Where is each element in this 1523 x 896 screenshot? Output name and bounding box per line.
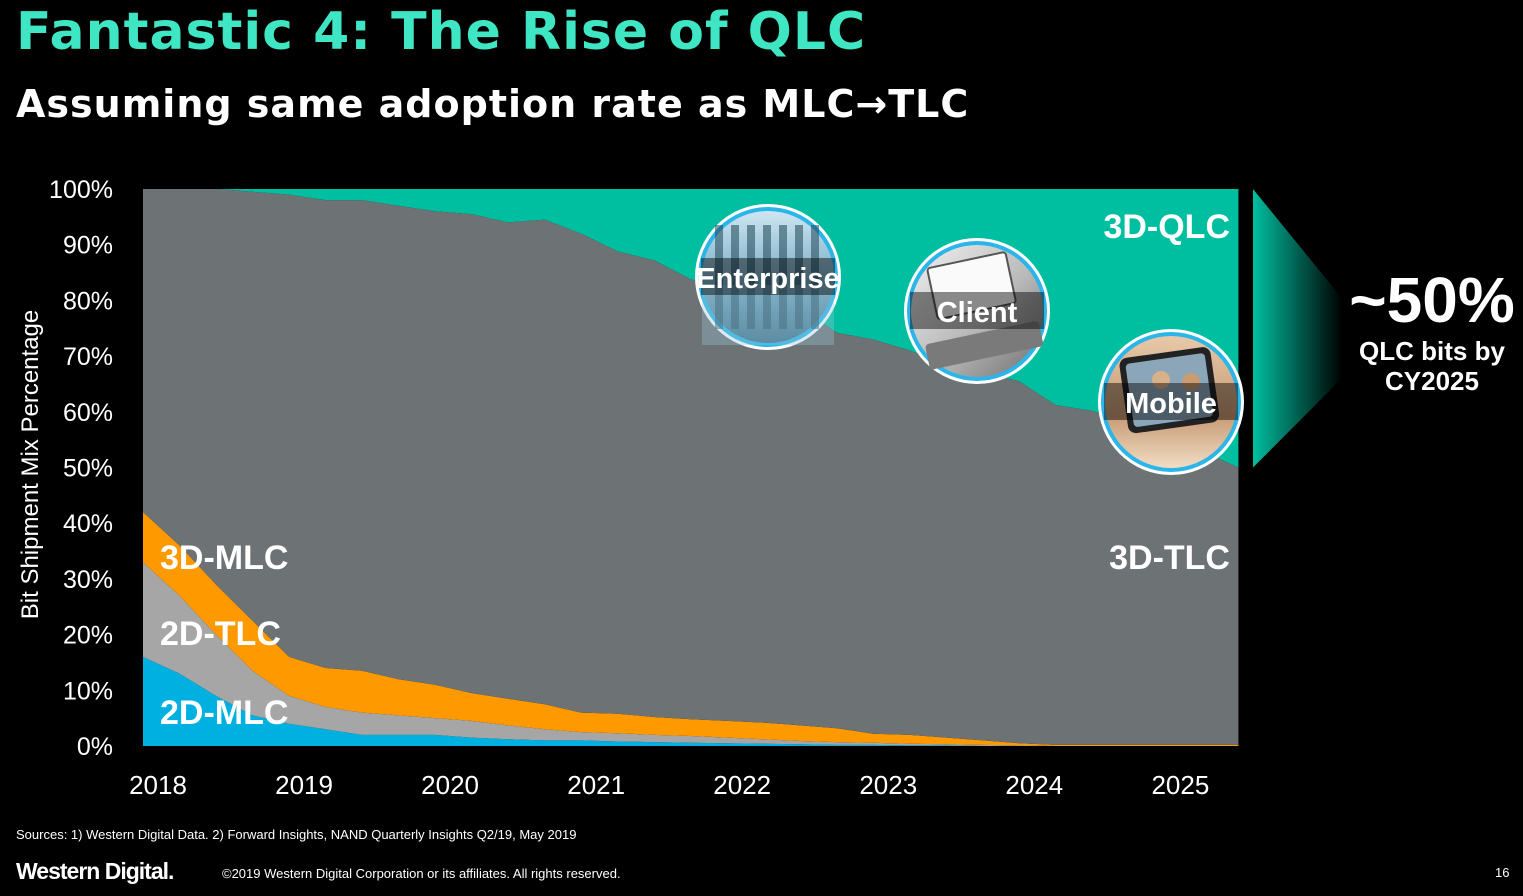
y-tick-label: 30% bbox=[63, 566, 113, 594]
laptop-base-shape bbox=[925, 321, 1043, 370]
brand-logo: Western Digital. bbox=[16, 858, 174, 884]
server-rack-shape bbox=[715, 225, 723, 329]
area-label-3d-tlc: 3D-TLC bbox=[1109, 539, 1230, 577]
y-tick-label: 60% bbox=[63, 399, 113, 427]
x-tick-label: 2020 bbox=[421, 770, 479, 800]
segment-label-enterprise: Enterprise bbox=[696, 263, 839, 295]
callout-value: ~50% bbox=[1349, 264, 1514, 336]
sources-note: Sources: 1) Western Digital Data. 2) For… bbox=[16, 827, 577, 842]
area-label-3d-mlc: 3D-MLC bbox=[160, 539, 288, 577]
area-3d-tlc bbox=[143, 189, 1239, 745]
server-rack-shape bbox=[811, 225, 819, 329]
y-tick-label: 20% bbox=[63, 622, 113, 650]
segment-client-image: Client bbox=[904, 238, 1050, 384]
y-tick-label: 100% bbox=[49, 176, 113, 204]
y-tick-label: 40% bbox=[63, 510, 113, 538]
label-backdrop bbox=[701, 258, 835, 295]
laptop-screen-shape bbox=[926, 251, 1017, 320]
copyright-notice: ©2019 Western Digital Corporation or its… bbox=[222, 866, 621, 881]
y-tick-label: 50% bbox=[63, 455, 113, 483]
server-rack-shape bbox=[763, 225, 771, 329]
label-backdrop bbox=[910, 292, 1044, 329]
area-3d-mlc bbox=[143, 512, 1239, 746]
y-tick-label: 70% bbox=[63, 343, 113, 371]
server-rack-shape bbox=[779, 225, 787, 329]
callout-wedge bbox=[1253, 189, 1342, 468]
callout-text-line2: CY2025 bbox=[1385, 366, 1479, 396]
y-tick-label: 80% bbox=[63, 287, 113, 315]
page-title: Fantastic 4: The Rise of QLC bbox=[16, 2, 867, 62]
page-number: 16 bbox=[1495, 865, 1510, 880]
callout-text-line1: QLC bits by bbox=[1359, 336, 1505, 366]
area-label-2d-tlc: 2D-TLC bbox=[160, 615, 281, 653]
label-backdrop bbox=[1104, 383, 1238, 420]
segment-mobile-image: Mobile bbox=[1098, 329, 1244, 475]
area-label-3d-qlc: 3D-QLC bbox=[1103, 208, 1230, 246]
x-tick-label: 2019 bbox=[275, 770, 333, 800]
segment-label-mobile: Mobile bbox=[1125, 388, 1217, 420]
server-rack-shape bbox=[795, 225, 803, 329]
page-subtitle: Assuming same adoption rate as MLC→TLC bbox=[16, 82, 970, 126]
x-tick-label: 2022 bbox=[713, 770, 771, 800]
x-tick-label: 2021 bbox=[567, 770, 625, 800]
x-tick-label: 2023 bbox=[859, 770, 917, 800]
x-tick-label: 2025 bbox=[1151, 770, 1209, 800]
face-shape bbox=[1152, 371, 1170, 389]
x-tick-label: 2024 bbox=[1005, 770, 1063, 800]
server-rack-shape bbox=[747, 225, 755, 329]
area-2d-mlc bbox=[143, 656, 1239, 746]
x-tick-label: 2018 bbox=[129, 770, 187, 800]
y-tick-label: 0% bbox=[77, 733, 113, 761]
y-tick-label: 90% bbox=[63, 232, 113, 260]
face-shape bbox=[1182, 373, 1200, 391]
phone-screen-shape bbox=[1125, 353, 1213, 427]
area-label-2d-mlc: 2D-MLC bbox=[160, 694, 288, 732]
y-axis-title: Bit Shipment Mix Percentage bbox=[17, 310, 44, 619]
segment-label-client: Client bbox=[937, 297, 1018, 329]
floor-shape bbox=[702, 285, 834, 345]
y-tick-label: 10% bbox=[63, 677, 113, 705]
server-rack-shape bbox=[731, 225, 739, 329]
segment-enterprise-image: Enterprise bbox=[695, 204, 841, 350]
